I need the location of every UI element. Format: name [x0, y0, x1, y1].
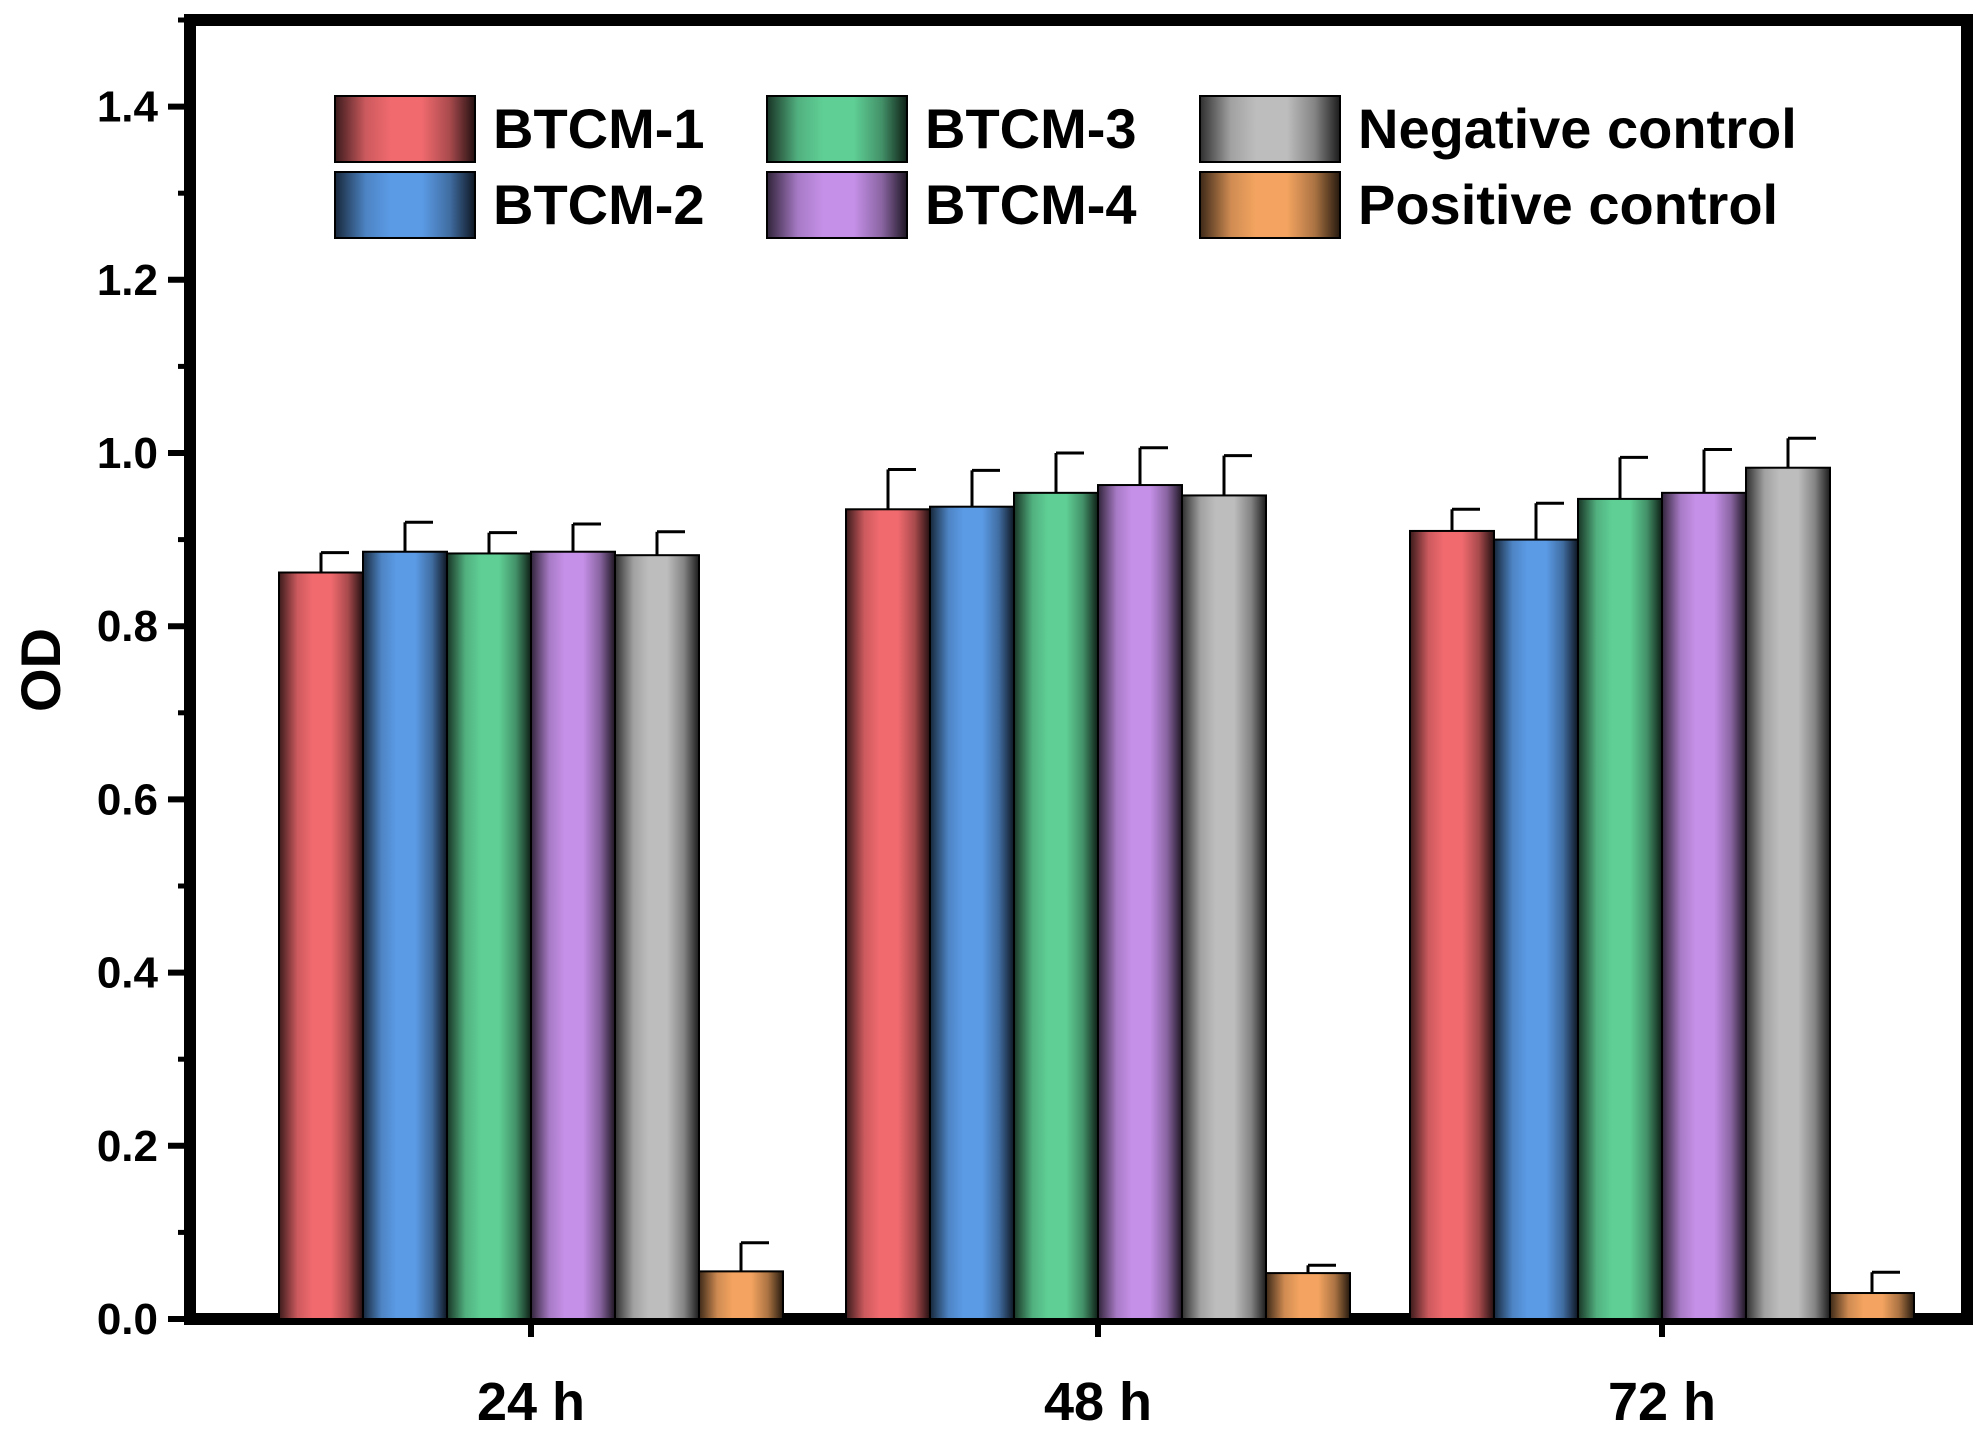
legend-swatch-negative-control — [1199, 95, 1341, 163]
x-tick-label: 72 h — [1608, 1372, 1716, 1432]
legend-label-btcm-2: BTCM-2 — [493, 173, 705, 236]
bar-positive-control-24h — [698, 1270, 784, 1320]
bar-btcm-3-24h — [446, 552, 532, 1320]
y-tick-label: 1.4 — [97, 83, 159, 132]
bars-layer — [278, 466, 1915, 1321]
bar-positive-control-72h — [1829, 1292, 1915, 1321]
legend-swatch-btcm-2 — [334, 171, 476, 239]
y-tick-label: 0.0 — [97, 1295, 158, 1344]
x-tick-label: 48 h — [1044, 1372, 1152, 1432]
legend-label-negative-control: Negative control — [1358, 97, 1797, 160]
y-tick-label: 0.4 — [97, 949, 159, 998]
bar-btcm-1-24h — [278, 571, 364, 1320]
y-tick-label: 0.2 — [97, 1122, 158, 1171]
bar-btcm-4-72h — [1661, 491, 1747, 1320]
bar-btcm-3-72h — [1577, 497, 1663, 1320]
bar-btcm-2-48h — [929, 505, 1015, 1320]
legend: BTCM-1 BTCM-2 BTCM-3 BTCM-4 Negative control… — [334, 95, 1797, 239]
y-axis-title: OD — [9, 628, 72, 712]
legend-label-btcm-1: BTCM-1 — [493, 97, 705, 160]
bar-negative-control-72h — [1745, 466, 1831, 1320]
bar-positive-control-48h — [1265, 1272, 1351, 1321]
bar-btcm-3-48h — [1013, 491, 1099, 1320]
y-tick-label: 1.0 — [97, 429, 158, 478]
bar-btcm-1-72h — [1409, 529, 1495, 1320]
x-axis: 24 h 48 h 72 h — [477, 1319, 1716, 1432]
bar-btcm-4-24h — [530, 550, 616, 1320]
bar-negative-control-24h — [614, 554, 700, 1320]
y-tick-label: 0.8 — [97, 602, 158, 651]
legend-swatch-btcm-4 — [766, 171, 908, 239]
bar-btcm-4-48h — [1097, 484, 1183, 1320]
bar-btcm-2-24h — [362, 550, 448, 1320]
legend-swatch-btcm-1 — [334, 95, 476, 163]
bar-negative-control-48h — [1181, 494, 1267, 1320]
legend-label-btcm-3: BTCM-3 — [925, 97, 1137, 160]
legend-swatch-btcm-3 — [766, 95, 908, 163]
legend-swatch-positive-control — [1199, 171, 1341, 239]
error-bars-layer — [319, 436, 1900, 1294]
x-tick-label: 24 h — [477, 1372, 585, 1432]
legend-label-positive-control: Positive control — [1358, 173, 1778, 236]
y-axis: 0.0 0.2 0.4 0.6 0.8 1.0 1.2 1.4 — [97, 17, 190, 1344]
bar-btcm-1-48h — [845, 508, 931, 1321]
legend-label-btcm-4: BTCM-4 — [925, 173, 1137, 236]
y-tick-label: 0.6 — [97, 775, 158, 824]
bar-btcm-2-72h — [1493, 538, 1579, 1320]
y-tick-label: 1.2 — [97, 256, 158, 305]
